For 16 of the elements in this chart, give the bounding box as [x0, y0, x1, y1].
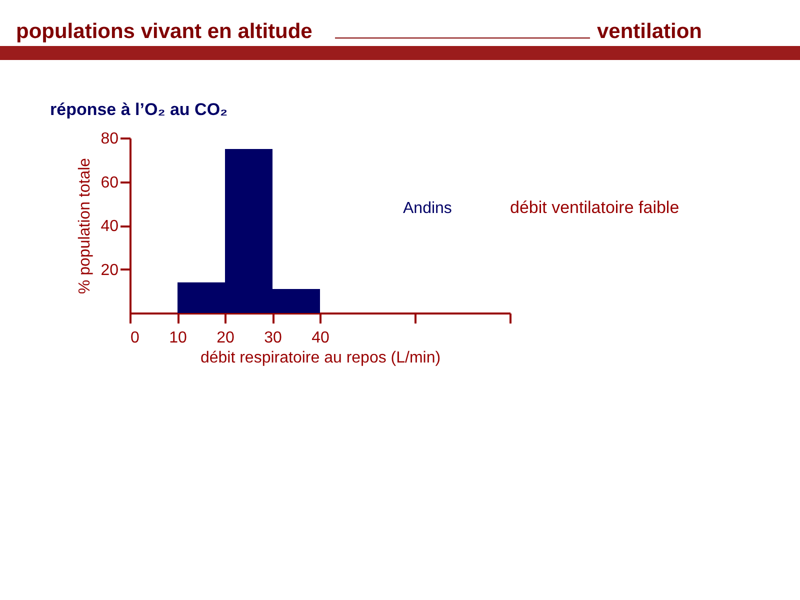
y-tick-label: 80 — [100, 130, 119, 148]
annotation: débit ventilatoire faible — [510, 198, 680, 217]
chart-subtitle: réponse à l’O₂ au CO₂ — [50, 100, 228, 119]
y-tick-label: 20 — [100, 262, 119, 279]
x-tick-label: 10 — [169, 330, 187, 346]
x-tick-label: 40 — [312, 330, 330, 346]
text: ventilation — [597, 20, 702, 43]
chart-title: populations vivant en altitude — [16, 20, 312, 43]
x-axis-title: débit respiratoire au repos (L/min) — [200, 350, 441, 366]
y-axis-title: % population totale — [76, 158, 94, 294]
x-tick-label: 30 — [264, 330, 282, 346]
x-tick-label: 20 — [216, 330, 234, 346]
x-tick-label: 0 — [130, 330, 140, 346]
y-tick-label: 60 — [100, 174, 119, 192]
annotation: Andins — [403, 200, 452, 217]
y-tick-label: 40 — [100, 218, 119, 235]
